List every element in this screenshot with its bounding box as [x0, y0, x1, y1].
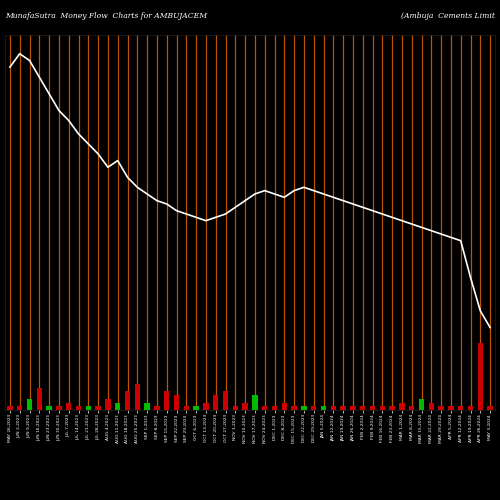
Bar: [419, 399, 424, 410]
Bar: [86, 406, 91, 410]
Bar: [194, 406, 199, 410]
Bar: [272, 406, 277, 410]
Bar: [282, 402, 287, 410]
Bar: [76, 406, 81, 410]
Bar: [115, 402, 120, 410]
Bar: [36, 388, 42, 410]
Bar: [232, 406, 238, 410]
Bar: [223, 391, 228, 410]
Bar: [96, 406, 101, 410]
Bar: [17, 406, 22, 410]
Bar: [242, 402, 248, 410]
Bar: [468, 406, 473, 410]
Text: MunafaSutra  Money Flow  Charts for AMBUJACEM: MunafaSutra Money Flow Charts for AMBUJA…: [5, 12, 207, 20]
Bar: [330, 406, 336, 410]
Bar: [164, 391, 170, 410]
Bar: [488, 406, 493, 410]
Bar: [478, 342, 483, 410]
Text: (Ambuja  Cements Limit: (Ambuja Cements Limit: [401, 12, 495, 20]
Bar: [134, 384, 140, 410]
Bar: [301, 406, 306, 410]
Bar: [154, 406, 160, 410]
Bar: [203, 402, 208, 410]
Bar: [399, 402, 404, 410]
Bar: [252, 395, 258, 410]
Bar: [428, 402, 434, 410]
Bar: [184, 406, 189, 410]
Bar: [125, 391, 130, 410]
Bar: [321, 406, 326, 410]
Bar: [174, 395, 179, 410]
Bar: [292, 406, 297, 410]
Bar: [56, 406, 62, 410]
Bar: [390, 406, 395, 410]
Bar: [350, 406, 356, 410]
Bar: [27, 399, 32, 410]
Bar: [311, 406, 316, 410]
Bar: [458, 406, 464, 410]
Bar: [66, 402, 71, 410]
Bar: [448, 406, 454, 410]
Bar: [438, 406, 444, 410]
Bar: [213, 395, 218, 410]
Bar: [262, 406, 268, 410]
Bar: [409, 406, 414, 410]
Bar: [360, 406, 366, 410]
Bar: [340, 406, 346, 410]
Bar: [380, 406, 385, 410]
Bar: [370, 406, 375, 410]
Bar: [144, 402, 150, 410]
Bar: [46, 406, 52, 410]
Bar: [7, 406, 12, 410]
Bar: [105, 399, 110, 410]
